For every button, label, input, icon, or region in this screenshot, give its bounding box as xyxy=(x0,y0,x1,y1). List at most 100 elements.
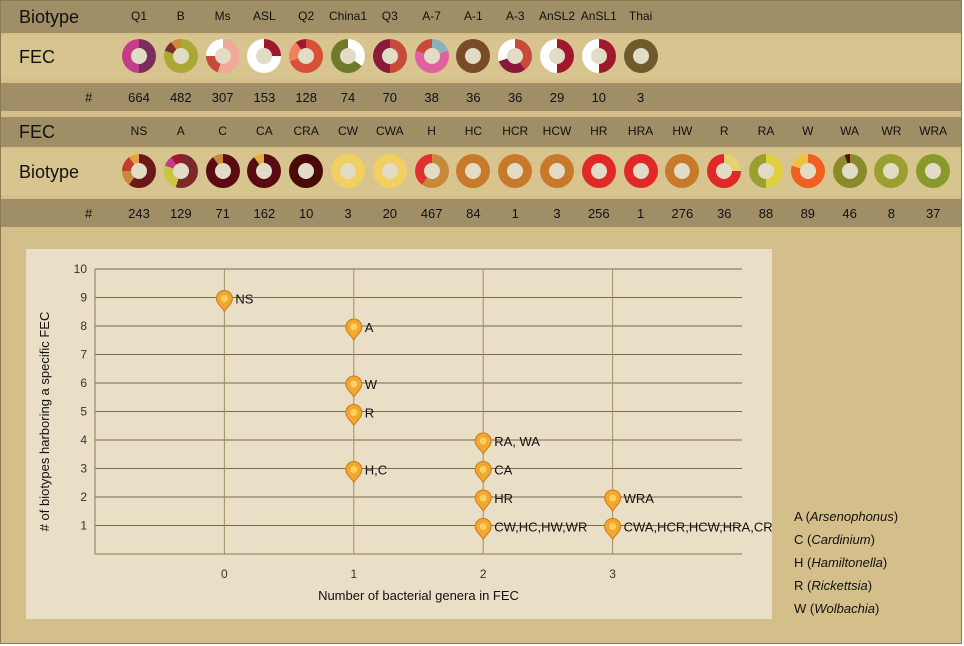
bottom-count-symbol: # xyxy=(85,206,93,221)
top-col-label: A-7 xyxy=(422,9,441,23)
top-donut xyxy=(247,39,282,73)
y-tick-label: 1 xyxy=(80,519,87,533)
bot-col-label: HCW xyxy=(542,124,572,138)
top-row-label: FEC xyxy=(19,47,55,67)
bot-donut xyxy=(916,154,951,188)
scatter-panel: 1 2 3 4 5 6 7 8 9 10 0 1 2 3 Number of bacterial gener… xyxy=(26,249,772,619)
x-tick-label: 0 xyxy=(221,567,228,581)
top-count: 36 xyxy=(507,90,523,105)
top-col-label: Thai xyxy=(628,9,653,23)
data-point-label: R xyxy=(365,406,374,421)
bot-col-label: H xyxy=(427,124,436,138)
top-count: 3 xyxy=(636,90,645,105)
bot-donut xyxy=(581,154,616,188)
top-col-label: Q2 xyxy=(298,9,315,23)
top-donut xyxy=(122,39,156,73)
bot-count: 467 xyxy=(420,206,443,221)
bot-col-label: RA xyxy=(757,124,775,138)
y-tick-label: 2 xyxy=(80,490,87,504)
top-donut xyxy=(289,39,324,73)
top-donut xyxy=(540,39,574,73)
y-tick-label: 5 xyxy=(80,405,87,419)
top-count: 36 xyxy=(466,90,481,105)
top-donut xyxy=(623,39,658,73)
bot-col-label: A xyxy=(176,124,185,138)
bot-donut xyxy=(540,154,574,188)
bot-donut xyxy=(331,154,365,188)
data-point-label: W xyxy=(365,377,378,392)
bot-donut xyxy=(665,154,700,188)
bot-donut xyxy=(247,154,282,188)
bot-count: 89 xyxy=(800,206,816,221)
data-point-marker-center xyxy=(220,295,228,302)
bot-donut xyxy=(498,154,533,188)
top-fec-band: FEC xyxy=(1,35,961,79)
bot-donut xyxy=(832,154,867,188)
bot-count: 71 xyxy=(215,206,230,221)
bot-donut xyxy=(623,154,658,188)
data-point-marker-center xyxy=(479,437,487,445)
bot-donut xyxy=(122,154,156,188)
x-axis-title: Number of bacterial genera in FEC xyxy=(318,588,519,603)
bot-donut xyxy=(205,154,240,188)
top-col-label: B xyxy=(176,9,185,23)
bot-donut xyxy=(372,154,407,188)
top-count: 10 xyxy=(591,90,607,105)
bot-col-label: WR xyxy=(881,124,902,138)
data-point-marker-center xyxy=(479,466,487,473)
data-point-label: H,C xyxy=(365,463,387,478)
top-donut xyxy=(498,39,533,73)
x-tick-label: 2 xyxy=(480,567,487,581)
scatter-chart: 1 2 3 4 5 6 7 8 9 10 0 1 2 3 Number of bacterial gener… xyxy=(37,262,772,603)
top-col-label: AnSL1 xyxy=(580,9,617,23)
bot-count: 1 xyxy=(636,206,645,221)
bot-count: 36 xyxy=(716,206,732,221)
bot-col-label: HC xyxy=(464,124,483,138)
y-tick-label: 7 xyxy=(80,348,87,362)
top-col-label: A-1 xyxy=(464,9,483,23)
top-col-label: Ms xyxy=(214,9,231,23)
y-tick-label: 6 xyxy=(80,376,87,390)
top-col-label: China1 xyxy=(328,9,368,23)
bot-col-label: NS xyxy=(130,124,148,138)
bot-col-label: HW xyxy=(672,124,693,138)
bot-count: 10 xyxy=(298,206,314,221)
top-donut xyxy=(372,39,407,73)
bot-donut xyxy=(289,154,324,188)
bot-donut xyxy=(707,154,742,188)
x-tick-label: 1 xyxy=(350,567,357,581)
bot-donut xyxy=(163,154,198,188)
bot-col-label: WA xyxy=(840,124,860,138)
top-count: 153 xyxy=(253,90,276,105)
genus-legend: A (Arsenophonus) C (Cardinium) H (Hamilt… xyxy=(794,505,898,620)
bot-count: 84 xyxy=(466,206,481,221)
y-axis-title: # of biotypes harboring a specific FEC xyxy=(37,312,52,532)
y-tick-label: 4 xyxy=(80,433,87,447)
bottom-header-band: FEC NS A C CA CRA CW CWA H HC HCR HCW HR HRA HW R RA W WA… xyxy=(1,117,961,147)
data-point-marker-center xyxy=(479,523,487,530)
bot-count: 276 xyxy=(671,206,694,221)
y-tick-label: 10 xyxy=(74,262,88,276)
top-col-label: AnSL2 xyxy=(538,9,576,23)
bot-count: 20 xyxy=(382,206,398,221)
bot-col-label: HR xyxy=(590,124,608,138)
top-count: 70 xyxy=(382,90,398,105)
bot-col-label: CWA xyxy=(376,124,404,138)
legend-item-r: R (Rickettsia) xyxy=(794,578,873,593)
data-point-marker-center xyxy=(479,494,487,502)
top-col-label: Q3 xyxy=(381,9,398,23)
top-count: 664 xyxy=(128,90,150,105)
bot-donut xyxy=(874,154,909,188)
data-point-label: A xyxy=(365,320,374,335)
top-header-label: Biotype xyxy=(19,7,80,27)
data-point-marker-center xyxy=(609,523,617,530)
bot-count: 3 xyxy=(553,206,561,221)
top-donut xyxy=(581,39,616,73)
top-count: 307 xyxy=(211,90,234,105)
legend-item-w: W (Wolbachia) xyxy=(794,601,880,616)
legend-item-c: C (Cardinium) xyxy=(794,532,875,547)
bot-count: 37 xyxy=(925,206,941,221)
bot-count: 243 xyxy=(128,206,150,221)
data-point-marker-center xyxy=(609,494,617,502)
